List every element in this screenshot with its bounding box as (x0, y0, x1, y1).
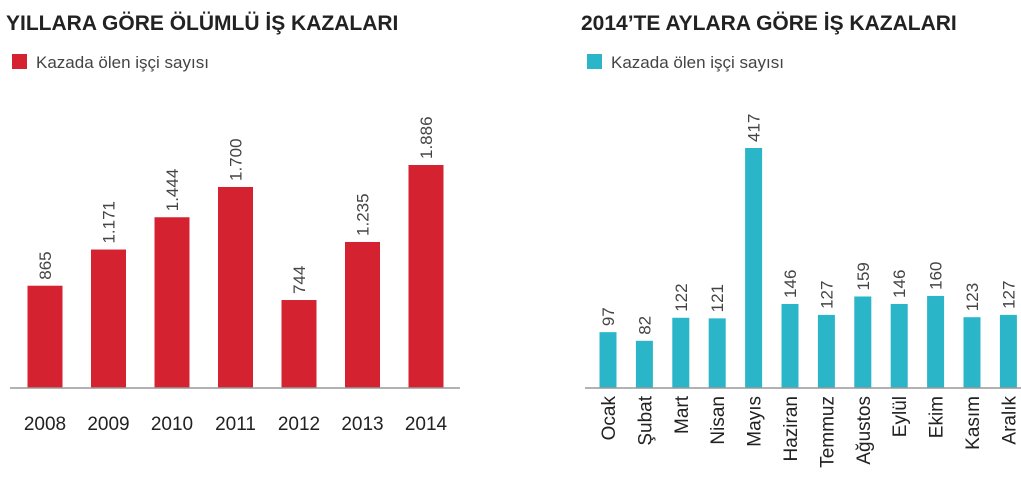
value-label: 127 (817, 281, 836, 309)
value-label: 159 (854, 262, 873, 290)
bar (745, 148, 763, 388)
value-label: 1.886 (417, 116, 436, 159)
x-tick-label: Ekim (927, 396, 948, 438)
bar (408, 165, 444, 388)
bar (817, 314, 835, 388)
value-label: 121 (708, 284, 727, 312)
x-tick-label: 2008 (24, 414, 66, 435)
x-tick-label: Eylül (890, 396, 911, 437)
value-label: 744 (290, 266, 309, 294)
chart-title: 2014’TE AYLARA GÖRE İŞ KAZALARI (581, 12, 957, 35)
x-tick-label: Nisan (708, 396, 729, 445)
bar (963, 317, 981, 388)
bar (281, 300, 317, 388)
chart-title: YILLARA GÖRE ÖLÜMLÜ İŞ KAZALARI (6, 12, 398, 35)
bar (91, 249, 126, 388)
bar (635, 340, 653, 388)
bar (708, 318, 726, 388)
value-label: 1.444 (163, 169, 182, 212)
x-tick-label: 2012 (278, 414, 320, 435)
bar (345, 241, 380, 388)
legend-label: Kazada ölen işçi sayısı (611, 53, 784, 72)
value-label: 1.235 (354, 193, 373, 236)
value-label: 146 (781, 270, 800, 298)
value-label: 1.171 (100, 201, 119, 244)
legend-swatch (587, 54, 602, 69)
value-label: 146 (890, 270, 909, 298)
x-tick-label: 2010 (151, 414, 193, 435)
value-label: 97 (599, 307, 618, 326)
bar (27, 285, 63, 388)
value-label: 82 (635, 316, 654, 335)
x-tick-label: Aralık (999, 396, 1020, 445)
value-label: 122 (672, 283, 691, 311)
bar (999, 314, 1017, 388)
value-label: 127 (999, 281, 1018, 309)
value-label: 865 (36, 251, 55, 279)
x-tick-label: 2009 (87, 414, 129, 435)
x-tick-label: 2013 (341, 414, 383, 435)
value-label: 417 (745, 114, 764, 142)
x-tick-label: 2014 (405, 414, 448, 435)
legend-label: Kazada ölen işçi sayısı (36, 53, 209, 72)
x-tick-label: Mart (672, 395, 693, 434)
bar (854, 296, 872, 388)
value-label: 1.700 (227, 138, 246, 181)
x-tick-label: Ocak (599, 396, 620, 441)
bar (927, 295, 945, 388)
x-tick-label: Mayıs (745, 396, 766, 447)
x-tick-label: Temmuz (817, 396, 838, 468)
value-label: 160 (927, 262, 946, 290)
bar (218, 186, 253, 388)
bar (672, 317, 690, 388)
bar (599, 332, 617, 388)
bar (890, 303, 908, 388)
legend-swatch (12, 54, 27, 69)
x-tick-label: 2011 (215, 414, 256, 435)
x-tick-label: Haziran (781, 396, 802, 461)
bar (154, 217, 190, 388)
x-tick-label: Şubat (635, 395, 656, 445)
bar (781, 303, 799, 388)
x-tick-label: Ağustos (854, 396, 875, 465)
value-label: 123 (963, 283, 982, 311)
x-tick-label: Kasım (963, 396, 984, 450)
